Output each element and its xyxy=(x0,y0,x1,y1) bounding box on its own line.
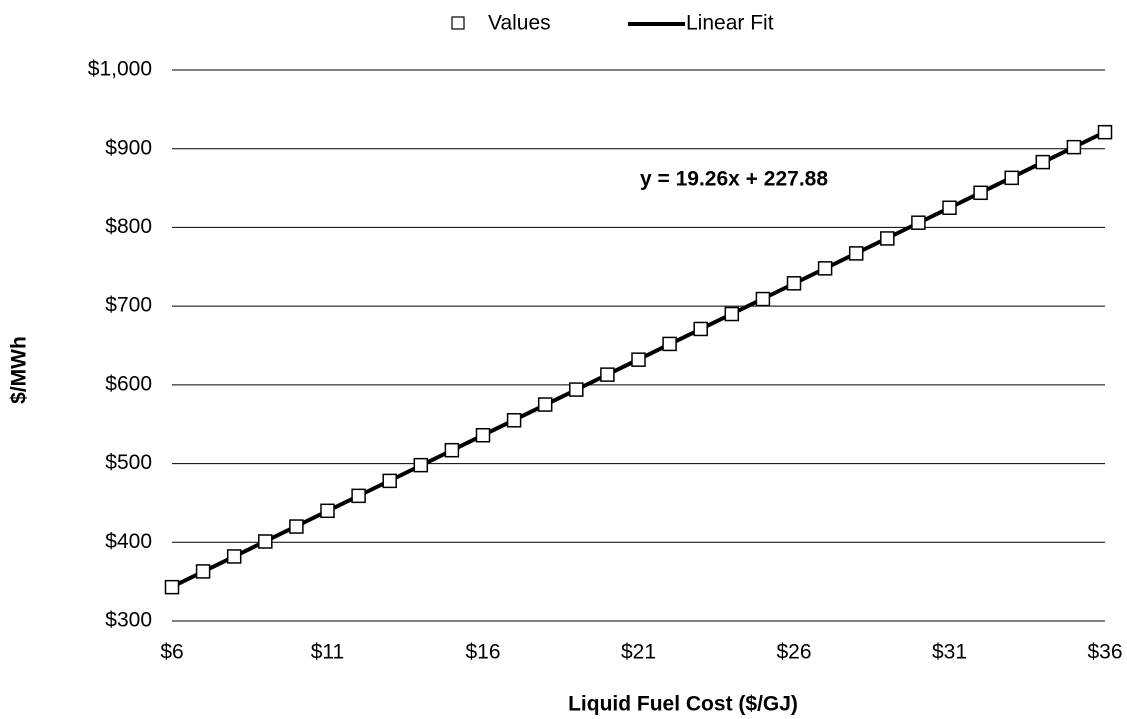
point xyxy=(444,442,460,458)
point xyxy=(1035,154,1051,170)
x-tick-label: $6 xyxy=(160,641,183,664)
point xyxy=(475,427,491,443)
point xyxy=(848,246,864,261)
point xyxy=(320,503,335,519)
point xyxy=(755,291,771,307)
point xyxy=(880,231,895,246)
point xyxy=(537,397,553,412)
x-axis-label: Liquid Fuel Cost ($/GJ) xyxy=(568,693,798,716)
point xyxy=(662,336,677,352)
y-tick-label: $700 xyxy=(105,294,152,317)
y-tick-label: $300 xyxy=(105,609,152,632)
y-axis-label: $/MWh xyxy=(8,336,31,404)
legend-label: Linear Fit xyxy=(686,12,774,35)
point xyxy=(786,276,802,291)
point xyxy=(1097,124,1113,140)
point xyxy=(164,579,180,595)
point xyxy=(911,215,926,230)
point xyxy=(506,413,522,428)
x-tick-label: $11 xyxy=(311,641,344,664)
point xyxy=(631,352,646,367)
point xyxy=(973,185,988,201)
x-tick-label: $26 xyxy=(776,641,811,664)
x-tick-label: $16 xyxy=(465,641,500,664)
legend-label: Values xyxy=(488,12,551,35)
y-tick-label: $900 xyxy=(105,136,152,159)
point xyxy=(569,382,584,397)
point xyxy=(258,534,273,549)
point xyxy=(942,200,957,215)
y-tick-label: $500 xyxy=(105,451,152,474)
point xyxy=(693,321,708,337)
point xyxy=(226,549,242,564)
point xyxy=(1066,139,1082,155)
y-tick-label: $400 xyxy=(105,530,152,553)
point xyxy=(1004,170,1019,186)
point xyxy=(817,261,833,276)
legend-marker xyxy=(451,16,465,30)
point xyxy=(724,306,740,322)
x-tick-label: $31 xyxy=(932,641,967,664)
point xyxy=(382,473,397,489)
y-tick-label: $1,000 xyxy=(88,58,152,81)
x-tick-label: $36 xyxy=(1087,641,1122,664)
point xyxy=(413,457,429,473)
point xyxy=(600,367,615,382)
y-tick-label: $800 xyxy=(105,215,152,238)
fit-equation: y = 19.26x + 227.88 xyxy=(640,168,828,191)
point xyxy=(289,519,304,534)
y-tick-label: $600 xyxy=(105,372,152,395)
x-tick-label: $21 xyxy=(621,641,656,664)
point xyxy=(351,488,366,504)
point xyxy=(195,564,211,579)
